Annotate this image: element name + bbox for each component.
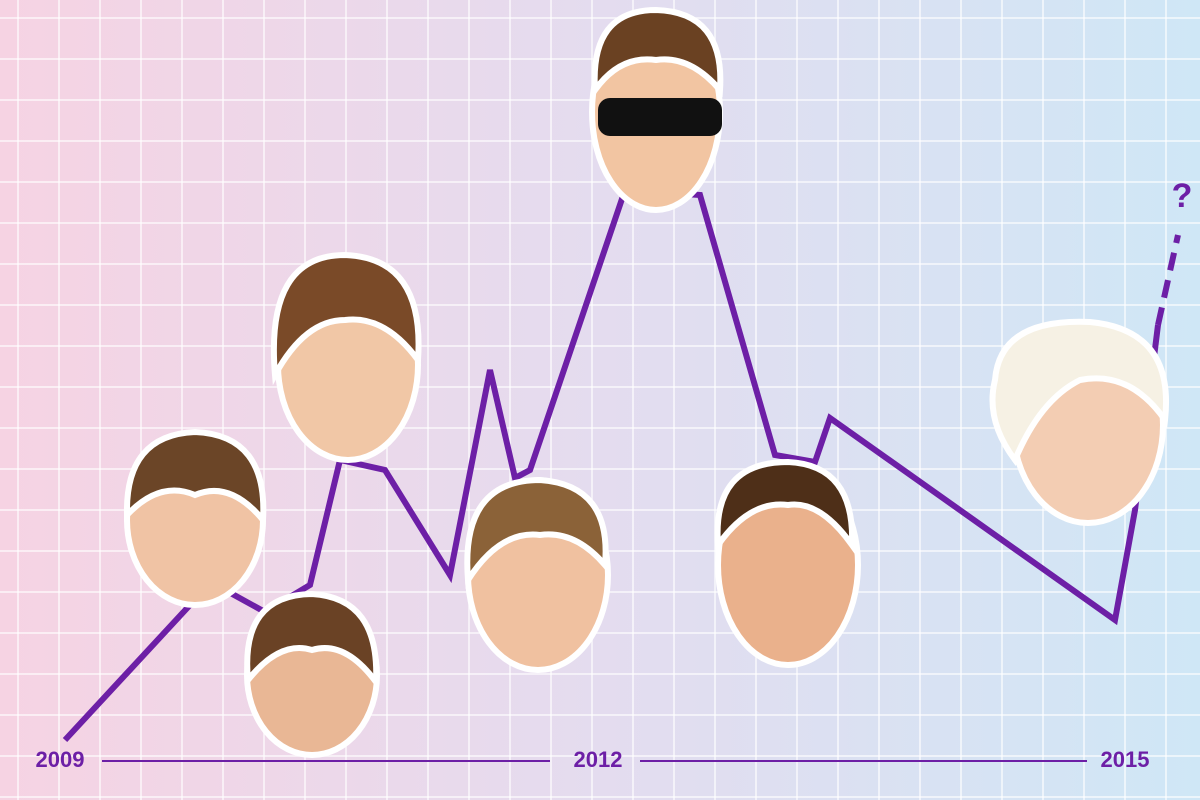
face	[989, 318, 1169, 526]
trend-dashed	[1155, 234, 1181, 326]
face	[714, 458, 861, 668]
face	[589, 6, 724, 213]
face	[270, 251, 422, 463]
year-label: 2009	[36, 747, 85, 772]
question-mark: ?	[1172, 177, 1193, 215]
year-label: 2015	[1101, 747, 1150, 772]
face	[244, 590, 380, 758]
year-label: 2012	[574, 747, 623, 772]
face	[464, 476, 611, 673]
face	[123, 428, 267, 608]
faces	[123, 6, 1169, 758]
